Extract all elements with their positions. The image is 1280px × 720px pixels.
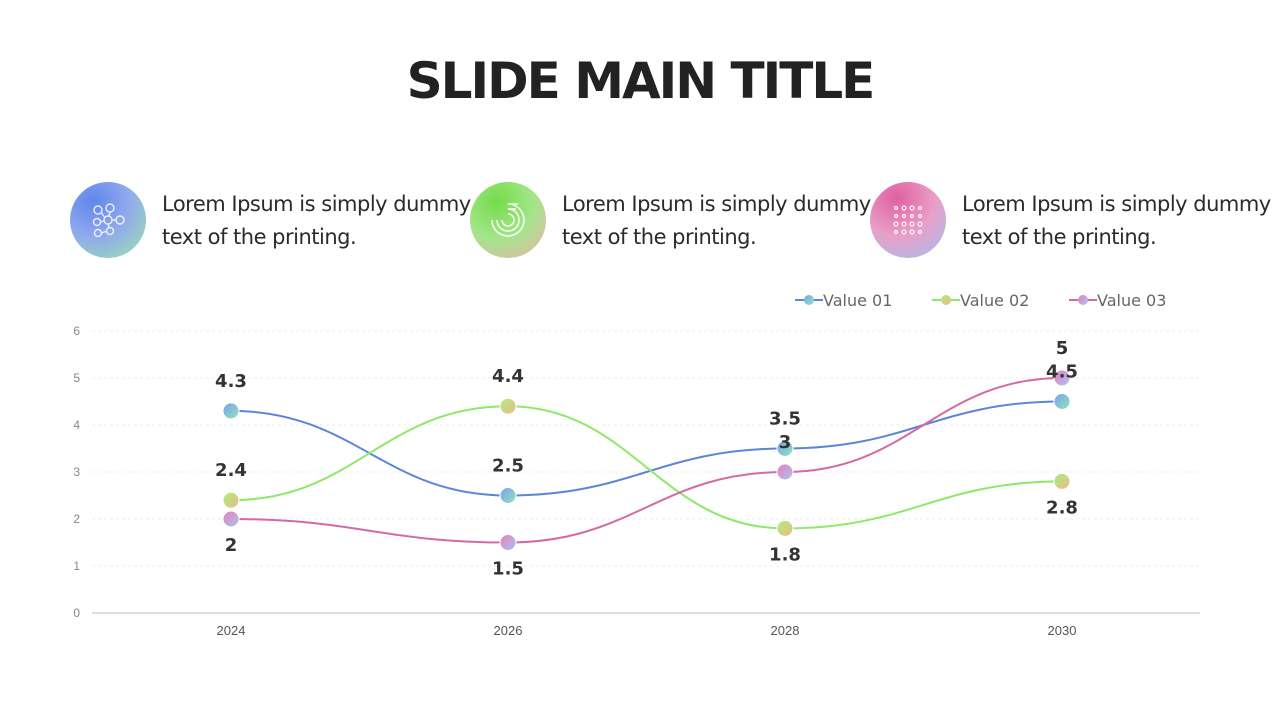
data-point[interactable] [222, 491, 240, 509]
chart-data-labels: 4.3 2.5 3.5 4.5 2.4 4.4 1.8 2.8 2 1.5 3 5 [215, 338, 1078, 580]
series-line-2 [230, 405, 1063, 530]
legend-label: Value 02 [960, 291, 1029, 310]
dot-grid-icon [870, 182, 946, 258]
data-point[interactable] [499, 534, 517, 551]
x-tick-label: 2024 [217, 623, 246, 638]
data-point[interactable] [776, 519, 794, 537]
legend-item-3[interactable]: Value 03 [1069, 291, 1166, 310]
data-label: 3.5 [769, 409, 801, 430]
data-point[interactable] [499, 487, 517, 504]
y-tick-label: 3 [73, 465, 80, 479]
x-tick-label: 2026 [494, 623, 523, 638]
legend-item-2[interactable]: Value 02 [932, 291, 1029, 310]
slide-title: SLIDE MAIN TITLE [406, 52, 876, 110]
legend-marker [1078, 295, 1088, 305]
data-label: 1.5 [492, 559, 524, 580]
y-tick-label: 6 [73, 324, 80, 338]
data-label: 5 [1056, 338, 1069, 359]
data-label: 2 [225, 535, 238, 556]
legend-marker [941, 295, 951, 305]
data-label: 3 [779, 432, 792, 453]
chart-series-lines [230, 377, 1063, 544]
y-tick-label: 4 [73, 418, 80, 432]
data-label: 4.3 [215, 371, 247, 392]
data-point[interactable] [222, 402, 240, 420]
data-point[interactable] [1053, 393, 1071, 410]
feature-text-1: Lorem Ipsum is simply dummy text of the … [162, 192, 471, 249]
legend-marker [804, 295, 814, 305]
feature-item-3: Lorem Ipsum is simply dummy text of the … [870, 182, 1271, 262]
y-tick-label: 2 [73, 512, 80, 526]
y-tick-label: 1 [73, 559, 80, 573]
legend-label: Value 01 [823, 291, 892, 310]
legend-item-1[interactable]: Value 01 [795, 291, 892, 310]
x-tick-label: 2028 [771, 623, 800, 638]
chart-markers [222, 369, 1071, 551]
data-label: 2.5 [492, 456, 524, 477]
feature-text-2: Lorem Ipsum is simply dummy text of the … [562, 192, 871, 249]
y-tick-label: 5 [73, 371, 80, 385]
network-nodes-icon [70, 182, 146, 258]
chart-legend[interactable]: Value 01 Value 02 Value 03 [795, 291, 1166, 310]
concentric-arcs-icon [470, 182, 546, 258]
feature-text-3: Lorem Ipsum is simply dummy text of the … [962, 192, 1271, 249]
data-label: 2.8 [1046, 497, 1078, 518]
data-point[interactable] [776, 463, 794, 481]
y-tick-label: 0 [73, 606, 80, 620]
chart-axes: 0 1 2 3 4 5 6 2024 2026 2028 2030 [73, 324, 1200, 638]
legend-label: Value 03 [1097, 291, 1166, 310]
feature-item-1: Lorem Ipsum is simply dummy text of the … [70, 182, 471, 262]
series-line-3 [230, 377, 1063, 544]
data-point[interactable] [499, 397, 517, 415]
data-label: 4.4 [492, 366, 524, 387]
chart-grid [92, 330, 1200, 567]
data-label: 4.5 [1046, 362, 1078, 383]
data-point[interactable] [776, 440, 794, 457]
data-point[interactable] [1053, 369, 1071, 387]
data-point[interactable] [222, 510, 240, 528]
x-tick-label: 2030 [1048, 623, 1077, 638]
data-point[interactable] [1053, 472, 1071, 490]
data-label: 2.4 [215, 460, 247, 481]
feature-item-2: Lorem Ipsum is simply dummy text of the … [470, 182, 871, 262]
data-label: 1.8 [769, 544, 801, 565]
